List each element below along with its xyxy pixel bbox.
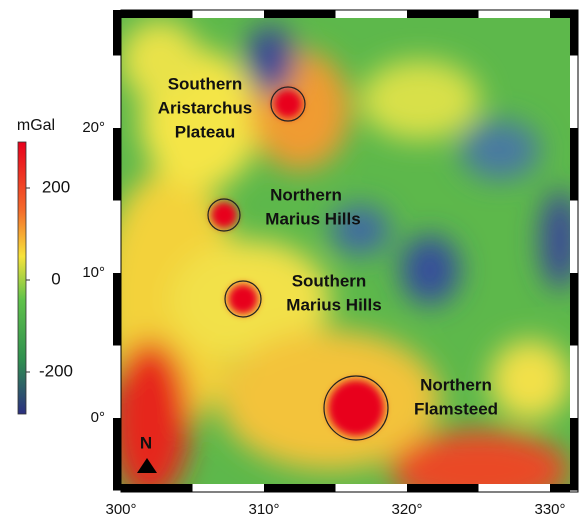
north-label: N [140,433,152,452]
y-tick-label: 20° [82,119,105,136]
feature-label: Southern [292,271,367,290]
frame-segment [113,10,121,56]
feature-label: Marius Hills [265,209,360,228]
frame-segment [570,10,578,56]
feature-label: Marius Hills [286,295,381,314]
feature-label: Northern [420,375,492,394]
frame-segment [113,128,121,201]
feature-label: Flamsteed [414,399,498,418]
frame-segment [113,418,121,491]
frame-segment [570,346,578,419]
frame-segment [113,201,121,274]
x-tick-label: 300° [105,501,136,518]
frame-segment [570,56,578,129]
colorbar-tick-label: 0 [51,269,60,288]
frame-segment [570,201,578,274]
frame-segment [113,273,121,346]
frame-segment [121,10,193,18]
frame-segment [113,491,121,493]
x-tick-label: 310° [248,501,279,518]
frame-segment [570,128,578,201]
frame-segment [407,484,479,492]
colorbar-title: mGal [17,117,55,134]
colorbar-tick-label: -200 [39,361,73,380]
y-tick-label: 0° [91,409,105,426]
feature-label: Plateau [175,122,235,141]
y-tick-label: 10° [82,264,105,281]
frame-segment [264,10,336,18]
frame-segment [113,56,121,129]
frame-segment [479,484,551,492]
frame-segment [336,484,408,492]
x-tick-label: 320° [391,501,422,518]
feature-label: Southern [168,74,243,93]
frame-segment [121,484,193,492]
frame-segment [193,10,265,18]
frame-segment [113,346,121,419]
feature-label: Northern [270,185,342,204]
frame-segment [336,10,408,18]
frame-segment [264,484,336,492]
frame-segment [193,484,265,492]
frame-segment [570,273,578,346]
frame-segment [407,10,479,18]
frame-segment [479,10,551,18]
colorbar-tick-label: 200 [42,177,70,196]
gravity-map-figure: Southern Aristarchus Plateau Northern Ma… [0,0,586,522]
frame-segment [570,418,578,491]
colorbar [18,142,26,414]
x-tick-label: 330° [534,501,565,518]
feature-label: Aristarchus [158,98,252,117]
